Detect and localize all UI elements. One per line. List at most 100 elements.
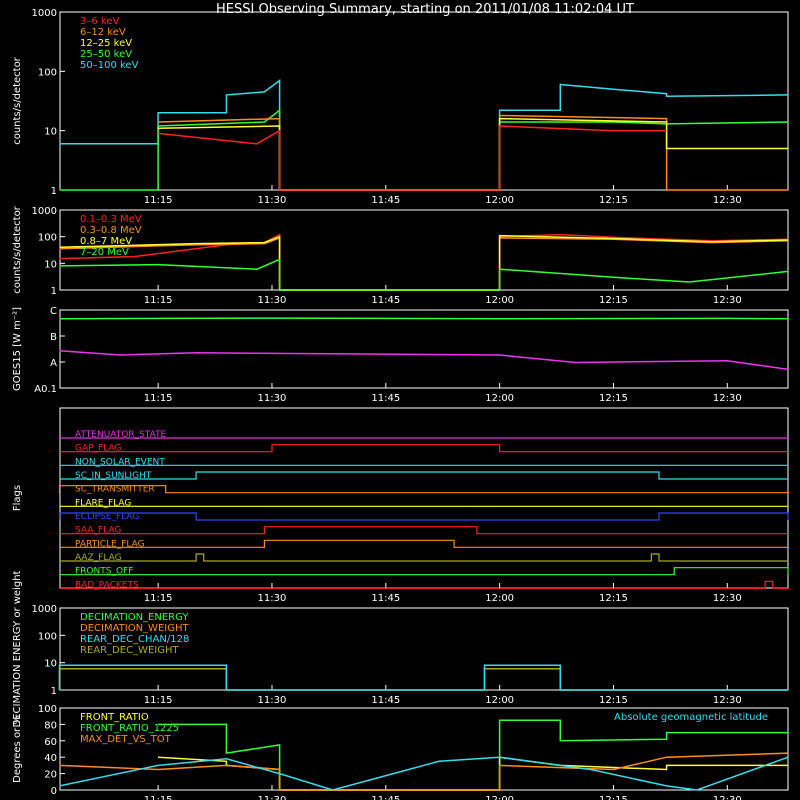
ytick-label: 20	[44, 770, 57, 781]
xtick-label: 11:30	[258, 695, 287, 706]
ytick-label: 100	[38, 631, 57, 642]
xtick-label: 12:00	[485, 195, 514, 206]
legend-entry: FRONT_RATIO	[80, 712, 149, 723]
legend-entry: FRONT_RATIO_1225	[80, 723, 179, 734]
flag-line	[60, 567, 789, 576]
legend-entry: 0.8–7 MeV	[80, 236, 132, 247]
legend-entry: MAX_DET_VS_TOT	[80, 734, 172, 745]
xtick-label: 11:45	[371, 593, 400, 604]
flag-label: SC_TRANSMITTER	[75, 485, 155, 495]
xtick-label: 11:15	[144, 795, 173, 800]
xtick-label: 11:45	[371, 695, 400, 706]
xtick-label: 11:30	[258, 195, 287, 206]
flag-label: ECLIPSE_FLAG	[75, 512, 139, 522]
flag-label: FLARE_FLAG	[75, 498, 131, 508]
flag-label: NON_SOLAR_EVENT	[75, 457, 165, 467]
ytick-label: A0.1	[34, 384, 57, 395]
ytick-label: 10	[44, 127, 57, 138]
series-line-3	[59, 258, 789, 291]
ytick-label: A	[50, 358, 57, 369]
ytick-label: 1	[51, 686, 57, 697]
xtick-label: 11:45	[371, 795, 400, 800]
flag-line	[58, 485, 788, 494]
xtick-label: 11:15	[144, 195, 173, 206]
flag-label: FRONTS_OFF	[75, 567, 133, 577]
legend-entry: 25–50 keV	[80, 49, 132, 60]
xtick-label: 11:15	[144, 295, 173, 306]
ylabel: GOES15 [W m⁻²]	[12, 307, 23, 391]
ytick-label: 100	[38, 704, 57, 715]
xtick-label: 12:00	[485, 695, 514, 706]
xtick-label: 12:15	[599, 393, 628, 404]
legend-entry: REAR_DEC_WEIGHT	[80, 645, 179, 656]
ytick-label: 0	[51, 786, 57, 797]
ytick-label: 1	[51, 286, 57, 297]
flag-line	[60, 526, 788, 535]
ylabel: Degrees or %	[12, 715, 23, 783]
legend-entry: 6–12 keV	[80, 27, 126, 38]
ylabel: counts/s/detector	[12, 205, 23, 293]
series-line-3	[59, 756, 789, 791]
xtick-label: 12:30	[713, 195, 742, 206]
xtick-label: 12:15	[599, 295, 628, 306]
panel-highenergy: 1 10 100 1000 counts/s/detector 11:15 11:30 11:…	[12, 205, 789, 306]
series-line-2	[59, 752, 789, 791]
xtick-label: 12:30	[713, 795, 742, 800]
xtick-label: 11:15	[144, 593, 173, 604]
legend-entry: DECIMATION_WEIGHT	[80, 623, 189, 634]
xtick-label: 12:00	[485, 795, 514, 800]
flag-line	[60, 580, 788, 589]
flag-line	[60, 471, 788, 480]
ytick-label: 1000	[32, 206, 57, 217]
panel-flags: Flags 11:15 11:30 11:45 12:00 12:15 12:30 ATTEN…	[12, 407, 789, 604]
xtick-label: 12:30	[713, 695, 742, 706]
series-line-0	[59, 317, 789, 320]
series-line-1	[59, 350, 789, 371]
ytick-label: 1	[51, 186, 57, 197]
xtick-label: 11:30	[258, 795, 287, 800]
series-line-1	[58, 664, 788, 691]
xtick-label: 11:15	[144, 393, 173, 404]
flag-label: AAZ_FLAG	[75, 553, 122, 563]
flag-label: BAD_PACKETS	[75, 580, 139, 590]
ytick-label: 80	[44, 720, 57, 731]
ytick-label: B	[50, 332, 57, 343]
xtick-label: 12:00	[485, 393, 514, 404]
legend-entry: 50–100 keV	[80, 60, 139, 71]
xtick-label: 12:30	[713, 295, 742, 306]
xtick-label: 11:45	[371, 195, 400, 206]
ytick-label: 1000	[32, 604, 57, 615]
xtick-label: 12:30	[713, 593, 742, 604]
series-line-4	[158, 125, 667, 191]
series-line-0	[158, 719, 788, 791]
flag-label: SAA_FLAG	[75, 526, 121, 536]
panel-goes: A0.1 A B C GOES15 [W m⁻²] 11:15 11:30 11:45 12:0…	[12, 306, 789, 404]
xtick-label: 12:15	[599, 695, 628, 706]
legend-entry: 7–20 MeV	[80, 247, 129, 258]
xtick-label: 11:30	[258, 593, 287, 604]
xtick-label: 12:00	[485, 593, 514, 604]
flag-label: GAP_FLAG	[75, 444, 121, 454]
ytick-label: 100	[38, 233, 57, 244]
ytick-label: 60	[44, 737, 57, 748]
xtick-label: 12:15	[599, 195, 628, 206]
xtick-label: 11:15	[144, 695, 173, 706]
flag-line	[60, 553, 788, 562]
ytick-label: 10	[44, 259, 57, 270]
flag-label: PARTICLE_FLAG	[75, 539, 145, 549]
ylabel: counts/s/detector	[12, 56, 23, 144]
xtick-label: 12:15	[599, 795, 628, 800]
annotation-label: Absolute geomagnetic latitude	[614, 712, 768, 723]
ylabel: DECIMATION ENERGY or weight	[12, 570, 23, 727]
xtick-label: 12:15	[599, 593, 628, 604]
panel-frame	[59, 309, 789, 389]
legend-entry: 0.3–0.8 MeV	[80, 225, 142, 236]
flag-line	[60, 539, 788, 548]
ytick-label: C	[50, 306, 57, 317]
ylabel: Flags	[12, 485, 23, 511]
xtick-label: 11:45	[371, 393, 400, 404]
xtick-label: 11:30	[258, 393, 287, 404]
xtick-label: 12:00	[485, 295, 514, 306]
xtick-label: 12:30	[713, 393, 742, 404]
